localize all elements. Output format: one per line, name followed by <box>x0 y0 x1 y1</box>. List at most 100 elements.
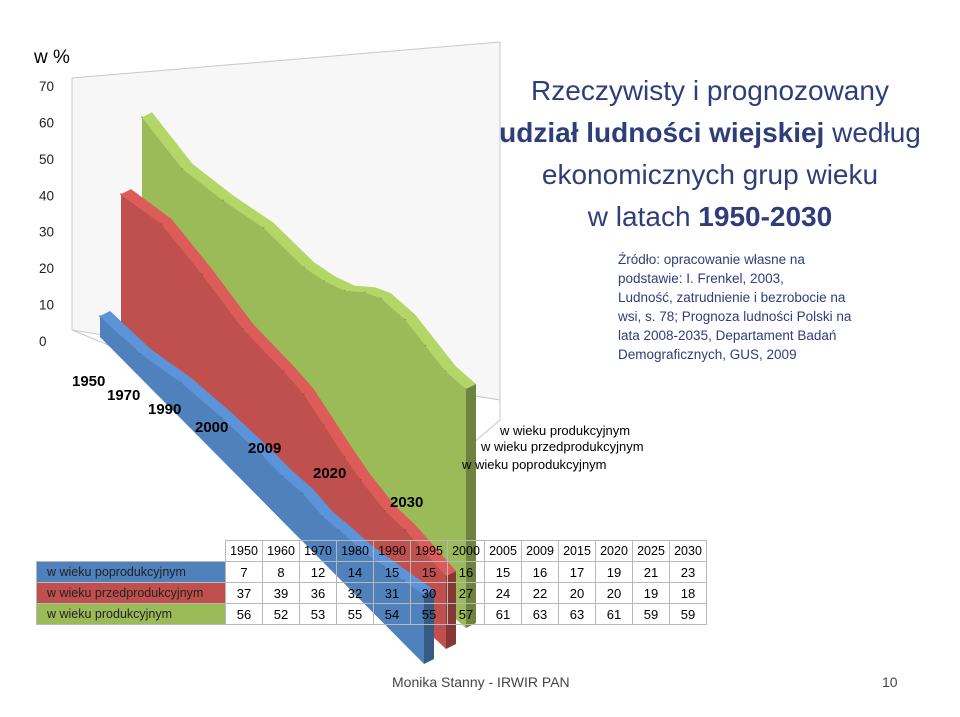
x-tick-label: 2009 <box>248 440 281 457</box>
table-cell: 52 <box>262 603 300 625</box>
data-point <box>262 226 265 229</box>
data-point <box>160 223 163 225</box>
area-top-face <box>100 311 434 595</box>
title-line-3: ekonomicznych grup wieku <box>541 159 879 190</box>
data-point <box>201 273 204 276</box>
table-year-header: 1990 <box>373 540 411 562</box>
data-point <box>220 416 223 419</box>
table-cell: 23 <box>669 561 707 583</box>
table-cell: 17 <box>558 561 596 583</box>
table-cell: 18 <box>669 582 707 604</box>
table-cell: 20 <box>595 582 633 604</box>
table-cell: 19 <box>632 582 670 604</box>
data-point <box>303 393 305 395</box>
table-cell: 59 <box>632 603 670 625</box>
y-tick-label: 10 <box>39 298 54 313</box>
table-corner <box>37 541 226 562</box>
table-cell: 27 <box>447 582 485 604</box>
table-year-header: 2020 <box>595 540 633 562</box>
data-point <box>303 266 305 269</box>
area-front-face <box>121 194 446 649</box>
data-point <box>404 529 407 531</box>
source-line: podstawie: I. Frenkel, 2003, <box>618 271 784 286</box>
data-point <box>139 353 142 355</box>
table-cell: 61 <box>595 603 633 625</box>
page-number: 10 <box>882 674 898 690</box>
y-tick-label: 0 <box>39 334 47 349</box>
table-year-header: 2025 <box>632 540 670 562</box>
table-row-label: w wieku przedprodukcyjnym <box>36 582 226 604</box>
data-point <box>180 381 182 384</box>
table-cell: 53 <box>299 603 337 625</box>
data-point <box>343 455 346 458</box>
area-top-face <box>121 189 456 577</box>
y-tick-label: 60 <box>39 115 54 130</box>
data-point <box>380 297 382 300</box>
y-axis-title: w % <box>33 47 70 68</box>
source-line: lata 2008-2035, Departament Badań <box>618 328 837 343</box>
title-line-4-prefix: w latach <box>587 201 699 232</box>
table-cell: 22 <box>521 582 559 604</box>
series-axis-label: w wieku poprodukcyjnym <box>461 457 607 472</box>
table-cell: 39 <box>262 582 300 604</box>
table-row-label: w wieku produkcyjnym <box>36 603 226 625</box>
table-cell: 19 <box>595 561 633 583</box>
table-cell: 37 <box>225 582 263 604</box>
y-tick-label: 20 <box>39 261 54 276</box>
title-line-4: w latach 1950-2030 <box>470 196 950 238</box>
table-cell: 15 <box>484 561 522 583</box>
title-line-1: Rzeczywisty i prognozowany <box>531 75 889 106</box>
table-year-header: 2009 <box>521 540 559 562</box>
data-point <box>424 344 427 347</box>
table-cell: 31 <box>373 582 411 604</box>
data-point <box>222 199 224 202</box>
title-line-2-bold: udział ludności wiejskiej <box>499 117 825 148</box>
data-point <box>141 116 143 118</box>
y-tick-label: 40 <box>39 188 54 203</box>
table-year-header: 1995 <box>410 540 448 562</box>
table-cell: 63 <box>558 603 596 625</box>
data-point <box>282 370 285 372</box>
data-point <box>363 291 366 294</box>
x-tick-label: 1950 <box>72 373 105 390</box>
y-tick-label: 70 <box>39 79 54 94</box>
y-tick-label: 50 <box>39 152 54 167</box>
series-axis-label: w wieku przedprodukcyjnym <box>480 439 644 454</box>
table-cell: 16 <box>447 561 485 583</box>
table-cell: 24 <box>484 582 522 604</box>
table-cell: 16 <box>521 561 559 583</box>
table-cell: 63 <box>521 603 559 625</box>
table-cell: 54 <box>373 603 411 625</box>
data-point <box>338 529 340 531</box>
table-cell: 55 <box>336 603 374 625</box>
data-point <box>404 318 407 321</box>
footer-author: Monika Stanny - IRWIR PAN <box>392 674 570 690</box>
table-cell: 32 <box>336 582 374 604</box>
table-year-header: 1960 <box>262 540 300 562</box>
table-year-header: 2000 <box>447 540 485 562</box>
data-point <box>281 475 284 477</box>
x-tick-label: 2030 <box>390 494 423 511</box>
table-year-header: 1950 <box>225 540 263 562</box>
table-year-header: 1980 <box>336 540 374 562</box>
data-point <box>323 424 325 427</box>
y-tick-label: 30 <box>39 225 54 240</box>
data-point <box>444 370 447 373</box>
source-line: wsi, s. 78; Prognoza ludności Polski na <box>618 309 852 324</box>
x-tick-label: 2000 <box>195 419 228 436</box>
source-line: Demograficznych, GUS, 2009 <box>618 347 797 362</box>
table-row: w wieku przedprodukcyjnym 37 39 36 32 31 30 27 2… <box>36 582 707 604</box>
title-line-2-rest: według <box>824 117 921 148</box>
data-table: 1950 1960 1970 1980 1990 1995 2000 2005 2009 2015… <box>36 540 707 625</box>
table-cell: 15 <box>410 561 448 583</box>
data-point <box>301 492 304 495</box>
data-point <box>99 315 101 317</box>
data-point <box>343 289 346 292</box>
source-line: Ludność, zatrudnienie i bezrobocie na <box>618 290 846 305</box>
source-line: Źródło: opracowanie własne na <box>618 252 805 267</box>
data-point <box>465 388 467 390</box>
data-point <box>321 516 324 518</box>
table-cell: 12 <box>299 561 337 583</box>
